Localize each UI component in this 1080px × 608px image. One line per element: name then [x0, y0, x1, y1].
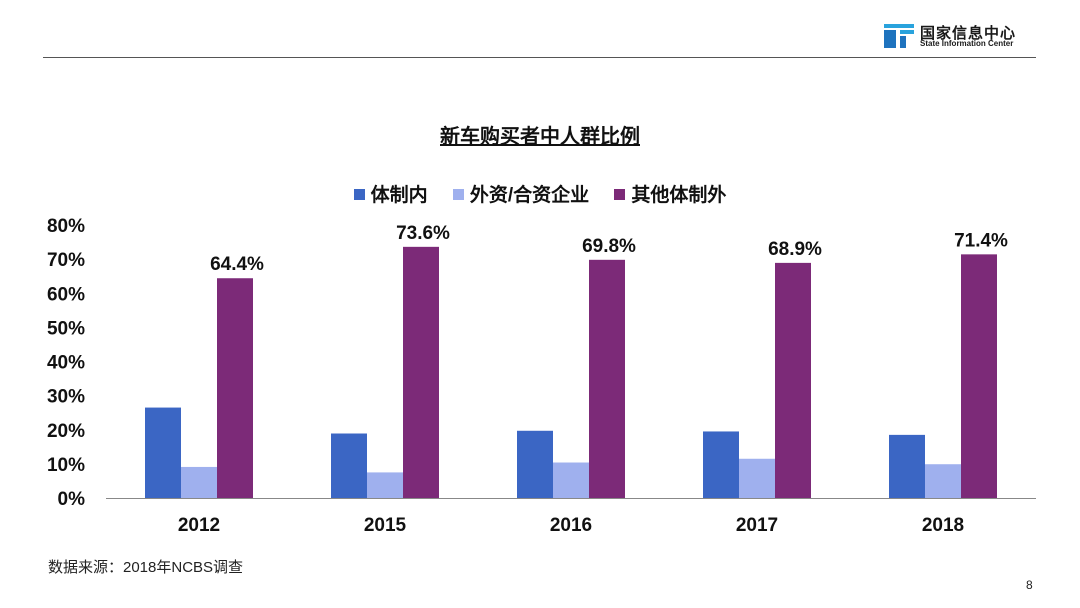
bar-series-1 [367, 472, 403, 498]
org-logo: 国家信息中心 State Information Center [884, 22, 1044, 52]
header-divider [43, 57, 1036, 58]
y-tick-label: 20% [47, 421, 85, 442]
y-tick-label: 40% [47, 353, 85, 374]
y-tick-label: 30% [47, 387, 85, 408]
bar-series-1 [553, 462, 589, 498]
chart-title: 新车购买者中人群比例 [440, 126, 640, 148]
bar-series-2 [775, 262, 811, 498]
x-tick-label: 2018 [922, 515, 964, 536]
bar-series-2 [217, 278, 253, 498]
legend-item-series-0: 体制内 [353, 180, 428, 207]
state-information-center-logo-icon [884, 24, 914, 48]
bar-series-0 [703, 431, 739, 498]
y-tick-label: 10% [47, 455, 85, 476]
legend-label-series-2: 其他体制外 [631, 185, 727, 206]
bar-series-2 [403, 246, 439, 498]
bar-series-2 [589, 259, 625, 498]
data-label: 68.9% [768, 239, 822, 260]
legend-swatch-series-2 [614, 189, 626, 200]
bar-series-1 [925, 464, 961, 498]
x-tick-label: 2016 [550, 515, 592, 536]
data-label: 69.8% [582, 236, 636, 257]
legend-label-series-1: 外资/合资企业 [469, 185, 590, 206]
legend-label-series-0: 体制内 [370, 185, 428, 206]
bar-series-0 [331, 433, 367, 498]
chart-legend: 体制内 外资/合资企业 其他体制外 [0, 180, 1080, 207]
bar-series-1 [181, 466, 217, 498]
page-number: 8 [1026, 578, 1033, 592]
org-name-cn: 国家信息中心 [920, 25, 1017, 42]
legend-swatch-series-0 [353, 189, 365, 200]
x-tick-label: 2015 [364, 515, 407, 536]
bar-series-2 [961, 254, 997, 498]
x-tick-label: 2012 [178, 515, 220, 536]
data-label: 64.4% [210, 254, 264, 275]
org-name-en: State Information Center [920, 39, 1014, 48]
data-label: 73.6% [396, 223, 450, 244]
bar-series-0 [145, 407, 181, 498]
legend-swatch-series-1 [452, 189, 464, 200]
bar-series-0 [889, 434, 925, 498]
y-tick-label: 60% [47, 284, 85, 305]
data-source-note: 数据来源：2018年NCBS调查 [48, 559, 244, 576]
data-label: 71.4% [954, 230, 1008, 251]
y-tick-label: 70% [47, 250, 85, 271]
y-tick-label: 80% [47, 216, 85, 237]
y-tick-label: 0% [58, 489, 86, 510]
x-tick-label: 2017 [736, 515, 778, 536]
bar-series-0 [517, 430, 553, 498]
legend-item-series-1: 外资/合资企业 [452, 180, 590, 207]
legend-item-series-2: 其他体制外 [614, 180, 726, 207]
bar-series-1 [739, 458, 775, 498]
y-tick-label: 50% [47, 318, 85, 339]
